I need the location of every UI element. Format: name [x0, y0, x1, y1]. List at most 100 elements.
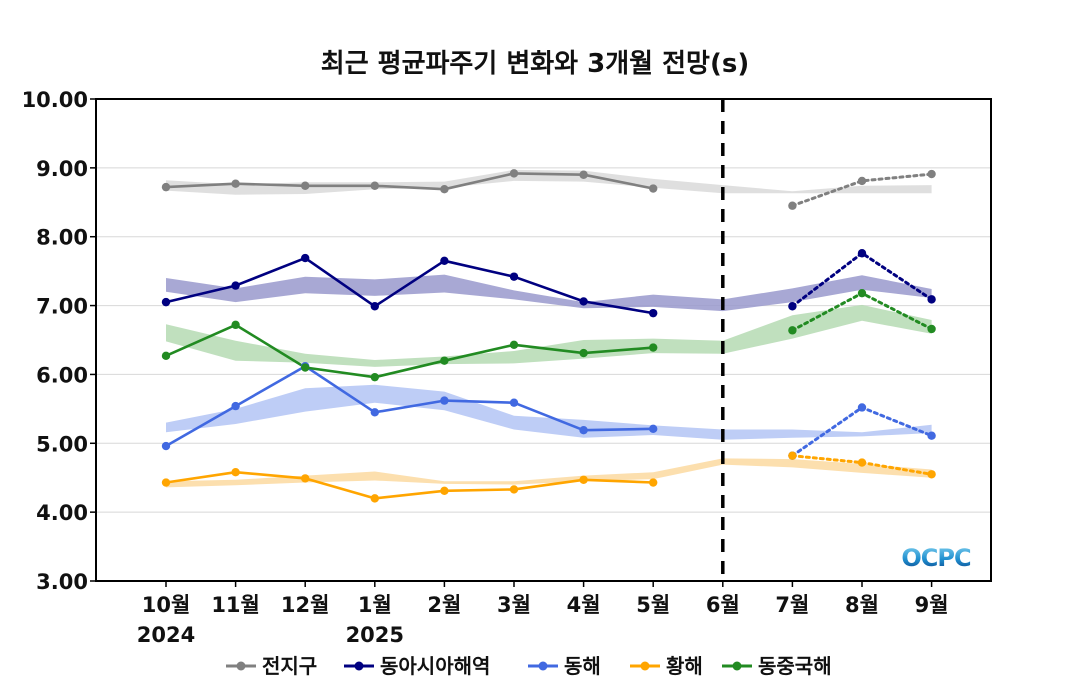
data-point — [649, 184, 658, 193]
data-point — [649, 343, 658, 352]
x-tick-label: 7월 — [775, 593, 809, 617]
data-point — [301, 253, 310, 263]
ocpc-logo: OCPC — [901, 544, 972, 572]
data-point — [161, 478, 171, 487]
forecast-point — [788, 451, 797, 460]
x-tick-label: 1월 — [358, 593, 392, 617]
data-point — [231, 179, 240, 188]
legend-marker — [236, 661, 246, 671]
forecast-point — [927, 431, 936, 440]
forecast-point — [927, 169, 936, 179]
data-point — [370, 494, 379, 503]
data-point — [301, 181, 310, 190]
data-point — [509, 340, 519, 350]
data-point — [370, 372, 379, 382]
x-tick-label: 11월 — [211, 593, 260, 617]
y-tick-label: 3.00 — [36, 570, 88, 594]
data-point — [649, 308, 658, 318]
legend: 전지구 동아시아해역 동해 황해 동중국해 — [226, 654, 832, 678]
data-point — [509, 272, 519, 281]
data-point — [231, 401, 240, 411]
series-line — [165, 364, 654, 448]
x-tick-label: 6월 — [706, 593, 740, 617]
data-point — [440, 486, 449, 495]
data-point — [231, 320, 240, 330]
x-tick-label: 5월 — [636, 593, 670, 617]
legend-marker — [538, 661, 548, 671]
series-points — [161, 169, 936, 503]
forecast-point — [788, 326, 797, 335]
data-point — [440, 396, 449, 405]
forecast-point — [857, 288, 867, 298]
range-band — [166, 384, 932, 440]
legend-marker — [732, 661, 742, 671]
forecast-point — [788, 201, 797, 210]
forecast-point — [857, 403, 867, 412]
data-point — [579, 348, 588, 358]
data-point — [370, 181, 379, 190]
data-point — [509, 398, 519, 407]
range-band — [166, 458, 932, 488]
y-tick-label: 4.00 — [36, 501, 88, 525]
data-point — [231, 468, 240, 477]
legend-label: 동아시아해역 — [380, 654, 490, 678]
data-point — [370, 302, 379, 311]
y-tick-label: 5.00 — [36, 432, 88, 456]
series-line — [165, 172, 654, 191]
y-tick-label: 10.00 — [22, 88, 88, 112]
y-tick-label: 7.00 — [36, 295, 88, 319]
forecast-point — [857, 176, 867, 186]
grid-lines — [96, 167, 991, 513]
x-tick-label: 10월 — [142, 593, 191, 617]
data-point — [579, 297, 588, 306]
data-point — [579, 170, 588, 179]
x-tick-label: 4월 — [567, 593, 601, 617]
data-point — [370, 408, 379, 417]
data-point — [161, 297, 171, 307]
chart-title: 최근 평균파주기 변화와 3개월 전망(s) — [321, 49, 749, 79]
x-tick-label: 2월 — [427, 593, 461, 617]
y-tick-label: 9.00 — [36, 157, 88, 181]
x-tick-label: 8월 — [845, 593, 879, 617]
range-bands — [166, 169, 932, 488]
forecast-point — [927, 295, 936, 304]
plot-area — [95, 98, 992, 582]
range-band — [166, 304, 932, 367]
series-line — [165, 470, 654, 500]
legend-marker — [640, 661, 650, 671]
data-point — [161, 182, 171, 192]
range-band — [166, 274, 932, 312]
x-tick-label: 3월 — [497, 593, 531, 617]
data-point — [161, 441, 171, 451]
data-point — [649, 478, 658, 487]
data-point — [161, 351, 171, 361]
data-point — [231, 281, 240, 290]
forecast-point — [857, 249, 867, 258]
data-point — [579, 426, 588, 435]
data-point — [509, 169, 519, 178]
y-tick-label: 6.00 — [36, 363, 88, 387]
legend-label: 동해 — [564, 654, 601, 678]
x-year-label: 2024 — [137, 623, 195, 647]
range-band — [166, 169, 932, 195]
data-point — [579, 475, 588, 484]
forecast-point — [857, 458, 867, 467]
legend-label: 전지구 — [262, 654, 317, 678]
y-axis: 3.00 4.00 5.00 6.00 7.00 8.00 9.00 10.00 — [22, 88, 96, 594]
data-point — [440, 356, 449, 365]
logo-text: OCPC — [901, 544, 971, 572]
x-axis: 10월 11월 12월 1월 2월 3월 4월 5월 6월 7월 8월 9월 2024 2025 — [137, 581, 949, 647]
legend-label: 황해 — [666, 654, 703, 678]
series-line — [165, 256, 654, 315]
x-year-label: 2025 — [346, 623, 404, 647]
x-tick-label: 9월 — [915, 593, 949, 617]
data-point — [440, 185, 449, 194]
data-point — [649, 424, 658, 434]
forecast-point — [927, 470, 936, 479]
y-tick-label: 8.00 — [36, 226, 88, 250]
x-tick-label: 12월 — [281, 593, 330, 617]
data-point — [440, 256, 449, 266]
forecast-point — [788, 302, 797, 311]
forecast-point — [927, 324, 936, 334]
